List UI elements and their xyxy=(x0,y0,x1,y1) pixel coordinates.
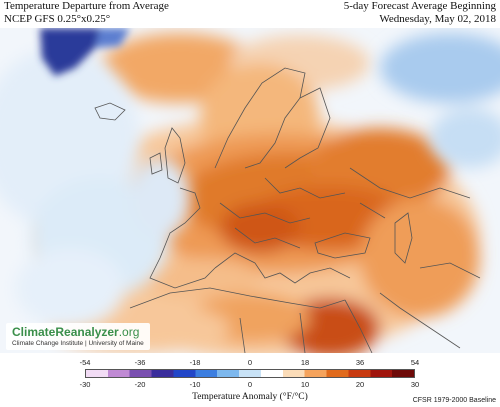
cool-anomalies xyxy=(0,33,500,328)
fahrenheit-tick: 54 xyxy=(410,358,420,367)
fahrenheit-tick: 0 xyxy=(247,358,253,367)
climate-reanalyzer-logo: ClimateReanalyzer.org Climate Change Ins… xyxy=(6,323,150,350)
celsius-tick: -10 xyxy=(189,380,201,389)
fahrenheit-tick: -18 xyxy=(189,358,201,367)
fahrenheit-tick: -36 xyxy=(134,358,146,367)
anomaly-field xyxy=(40,33,480,353)
forecast-label: 5-day Forecast Average Beginning xyxy=(343,0,496,12)
header-right: 5-day Forecast Average Beginning Wednesd… xyxy=(344,0,496,26)
celsius-tick: 20 xyxy=(355,380,365,389)
logo-brand: ClimateReanalyzer xyxy=(12,325,119,339)
celsius-tick: -20 xyxy=(134,380,146,389)
coastlines xyxy=(94,67,481,353)
colorbar-title: Temperature Anomaly (°F/°C) xyxy=(192,392,308,402)
logo-institution: Climate Change Institute | University of… xyxy=(12,340,144,347)
forecast-date: Wednesday, May 02, 2018 xyxy=(379,13,496,25)
map-title: Temperature Departure from Average xyxy=(4,0,169,12)
celsius-tick: -30 xyxy=(79,380,91,389)
colorbar xyxy=(85,369,415,378)
fahrenheit-tick: 18 xyxy=(300,358,310,367)
celsius-tick: 10 xyxy=(300,380,310,389)
header-left: Temperature Departure from Average NCEP … xyxy=(4,0,169,26)
greenland-cold-patch xyxy=(40,28,100,76)
logo-brand-suffix: .org xyxy=(118,325,140,339)
model-label: NCEP GFS 0.25°x0.25° xyxy=(4,13,111,25)
anomaly-map xyxy=(0,28,500,353)
fahrenheit-tick: -54 xyxy=(79,358,91,367)
fahrenheit-tick: 36 xyxy=(355,358,365,367)
celsius-tick: 0 xyxy=(247,380,253,389)
baseline-label: CFSR 1979-2000 Baseline xyxy=(412,397,496,404)
celsius-tick: 30 xyxy=(410,380,420,389)
colorbar-legend: -54 -36 -18 0 18 36 54 -30 -20 -10 0 10 20 30 Temper… xyxy=(0,355,500,407)
